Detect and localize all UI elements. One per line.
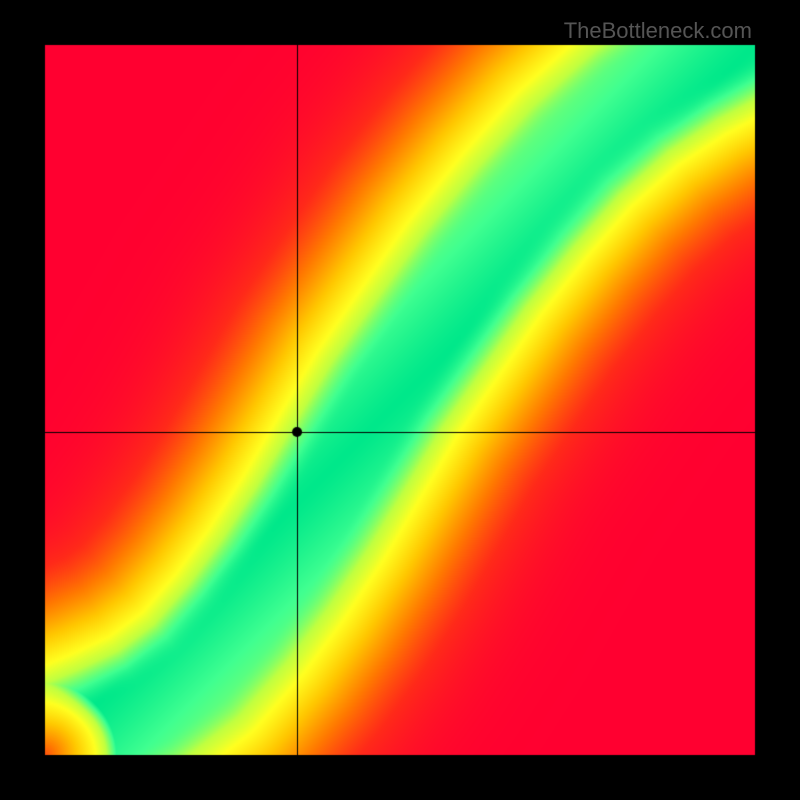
watermark-text: TheBottleneck.com: [564, 18, 752, 44]
bottleneck-heatmap-container: TheBottleneck.com: [0, 0, 800, 800]
bottleneck-heatmap-canvas: [0, 0, 800, 800]
